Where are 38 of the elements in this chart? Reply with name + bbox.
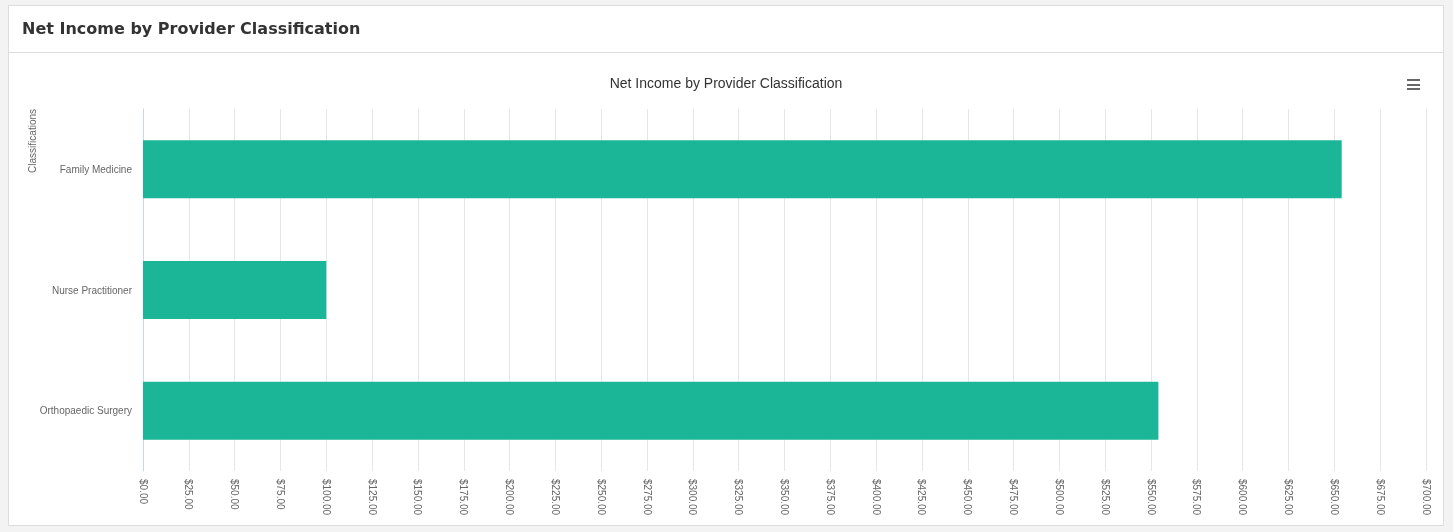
x-tick-label: $275.00: [641, 479, 653, 516]
bar: [143, 140, 1342, 199]
x-tick-label: $50.00: [229, 479, 241, 511]
x-tick-label: $350.00: [779, 479, 790, 516]
x-tick-label: $500.00: [1053, 479, 1065, 516]
chart-subtitle: Net Income by Provider Classification: [609, 75, 843, 91]
y-tick-label: Orthopaedic Surgery: [39, 405, 132, 417]
x-tick-label: $175.00: [458, 479, 470, 516]
bar: [143, 381, 1159, 440]
x-tick-label: $475.00: [1008, 479, 1020, 516]
x-tick-label: $700.00: [1420, 479, 1432, 516]
x-tick-label: $375.00: [824, 479, 836, 516]
x-tick-label: $200.00: [504, 479, 516, 516]
y-tick-label: Nurse Practitioner: [51, 284, 133, 296]
x-tick-label: $250.00: [595, 479, 607, 516]
x-tick-label: $650.00: [1328, 479, 1340, 516]
y-axis-title: Classifications: [26, 108, 38, 173]
x-tick-label: $450.00: [962, 479, 974, 516]
x-tick-label: $225.00: [549, 479, 561, 516]
x-tick-label: $525.00: [1099, 479, 1111, 516]
x-tick-label: $425.00: [916, 479, 928, 516]
x-tick-label: $100.00: [320, 479, 332, 516]
x-tick-label: $400.00: [870, 479, 882, 516]
x-tick-label: $625.00: [1283, 479, 1295, 516]
x-tick-label: $325.00: [733, 479, 745, 516]
x-tick-label: $25.00: [183, 479, 195, 511]
x-tick-label: $75.00: [274, 479, 286, 511]
bar: [143, 261, 327, 319]
x-tick-label: $600.00: [1237, 479, 1249, 516]
x-tick-label: $300.00: [687, 479, 699, 516]
x-tick-label: $575.00: [1191, 479, 1203, 516]
x-tick-label: $0.00: [137, 479, 149, 505]
chart-title: Net Income by Provider Classification: [9, 6, 1443, 53]
y-tick-label: Family Medicine: [59, 163, 133, 175]
x-tick-label: $550.00: [1145, 479, 1157, 516]
x-tick-label: $675.00: [1374, 479, 1386, 516]
x-tick-label: $125.00: [366, 479, 378, 516]
x-tick-label: $150.00: [412, 479, 424, 516]
